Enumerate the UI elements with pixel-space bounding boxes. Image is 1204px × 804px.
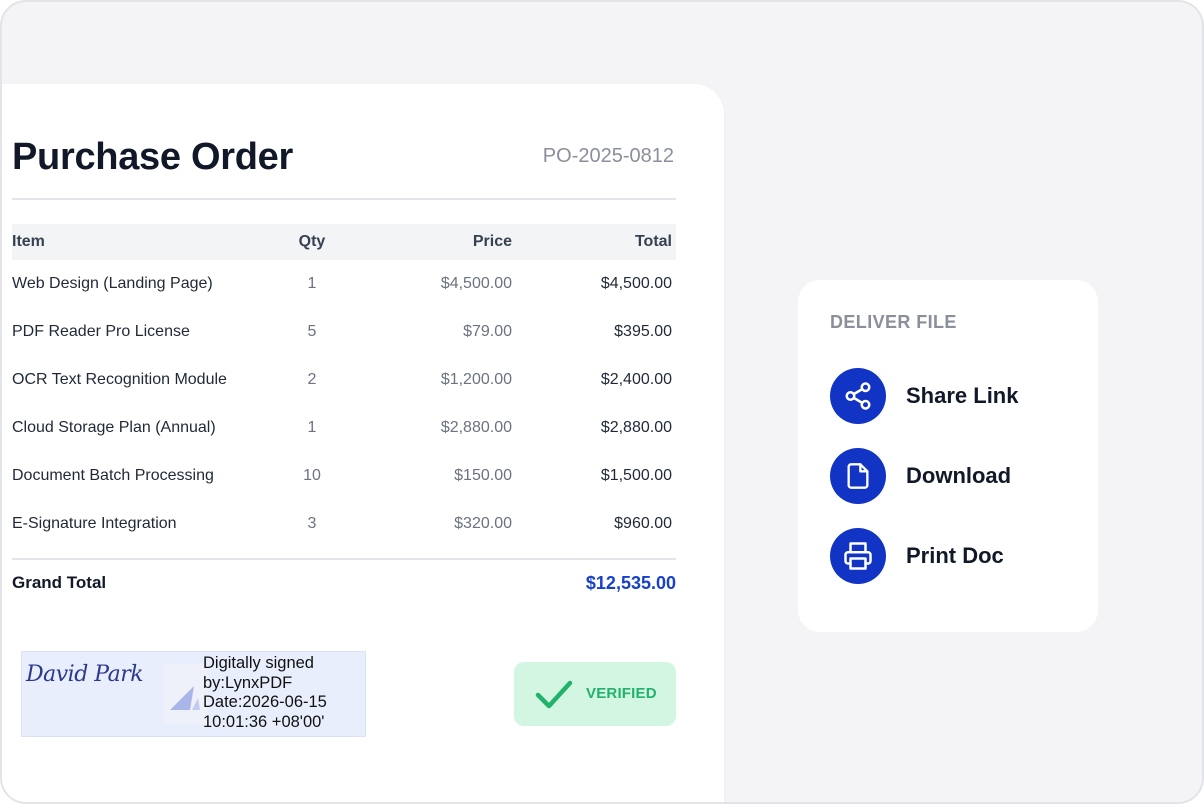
cell-item: PDF Reader Pro License <box>12 323 190 340</box>
line-items-table: Item Qty Price Total Web Design (Landing… <box>12 224 676 548</box>
document-title: Purchase Order <box>12 136 293 178</box>
document-header: Purchase Order PO-2025-0812 <box>12 134 676 180</box>
signature-line: Date:2026-06-15 <box>203 693 327 711</box>
cell-price: $1,200.00 <box>440 371 512 388</box>
file-icon <box>830 448 886 504</box>
grand-total-value: $12,535.00 <box>585 573 676 593</box>
cell-item: Document Batch Processing <box>12 467 214 484</box>
verified-badge: VERIFIED <box>514 662 676 726</box>
deliver-file-title: DELIVER FILE <box>830 312 957 332</box>
cell-qty: 1 <box>307 275 317 292</box>
table-row: PDF Reader Pro License 5 $79.00 $395.00 <box>12 308 676 356</box>
cell-total: $2,400.00 <box>600 371 672 388</box>
signature-line: Digitally signed <box>203 654 314 672</box>
table-row: Document Batch Processing 10 $150.00 $1,… <box>12 452 676 500</box>
cell-price: $2,880.00 <box>440 419 512 436</box>
cell-total: $395.00 <box>614 323 672 340</box>
cell-price: $320.00 <box>454 515 512 532</box>
cell-price: $150.00 <box>454 467 512 484</box>
print-doc-button[interactable]: Print Doc <box>830 528 1070 584</box>
column-header-price: Price <box>472 233 512 250</box>
download-button[interactable]: Download <box>830 448 1070 504</box>
cell-qty: 5 <box>307 323 317 340</box>
column-header-total: Total <box>634 233 672 250</box>
handwritten-signature: David Park <box>26 662 144 687</box>
purchase-order-document: Purchase Order PO-2025-0812 Item Qty Pri… <box>2 84 724 802</box>
table-row: Web Design (Landing Page) 1 $4,500.00 $4… <box>12 260 676 308</box>
cell-item: OCR Text Recognition Module <box>12 371 227 388</box>
digital-signature[interactable]: David Park Digitally signed by:LynxPDF D… <box>21 651 366 737</box>
table-row: Cloud Storage Plan (Annual) 1 $2,880.00 … <box>12 404 676 452</box>
share-icon <box>830 368 886 424</box>
cell-qty: 2 <box>307 371 317 388</box>
share-link-label: Share Link <box>906 383 1019 408</box>
column-header-item: Item <box>12 233 45 250</box>
signature-line: by:LynxPDF <box>203 673 293 692</box>
grand-total-row: Grand Total $12,535.00 <box>12 568 676 598</box>
verified-label: VERIFIED <box>586 685 657 702</box>
header-divider <box>12 198 676 200</box>
table-row: OCR Text Recognition Module 2 $1,200.00 … <box>12 356 676 404</box>
print-doc-label: Print Doc <box>906 543 1004 568</box>
cell-item: Web Design (Landing Page) <box>12 275 213 292</box>
table-row: E-Signature Integration 3 $320.00 $960.0… <box>12 500 676 548</box>
checkmark-icon <box>535 680 573 709</box>
share-link-button[interactable]: Share Link <box>830 368 1070 424</box>
cell-price: $4,500.00 <box>440 275 512 292</box>
download-label: Download <box>906 463 1012 488</box>
column-header-qty: Qty <box>298 233 326 250</box>
cell-qty: 3 <box>307 515 317 532</box>
cell-total: $1,500.00 <box>600 467 672 484</box>
cell-qty: 10 <box>303 467 321 484</box>
table-header: Item Qty Price Total <box>12 224 676 260</box>
cell-qty: 1 <box>307 419 317 436</box>
grand-total-label: Grand Total <box>12 573 107 592</box>
printer-icon <box>830 528 886 584</box>
signature-details: Digitally signed by:LynxPDF Date:2026-06… <box>203 654 327 732</box>
total-divider <box>12 558 676 560</box>
signature-line: 10:01:36 +08'00' <box>203 712 325 731</box>
cell-total: $960.00 <box>614 515 672 532</box>
cell-price: $79.00 <box>463 323 512 340</box>
cell-item: Cloud Storage Plan (Annual) <box>12 419 216 436</box>
cell-item: E-Signature Integration <box>12 515 177 532</box>
lynxpdf-logo-icon <box>164 664 208 724</box>
deliver-file-panel: DELIVER FILE Share Link Download <box>798 280 1098 632</box>
cell-total: $2,880.00 <box>600 419 672 436</box>
po-number: PO-2025-0812 <box>542 145 674 167</box>
cell-total: $4,500.00 <box>600 275 672 292</box>
